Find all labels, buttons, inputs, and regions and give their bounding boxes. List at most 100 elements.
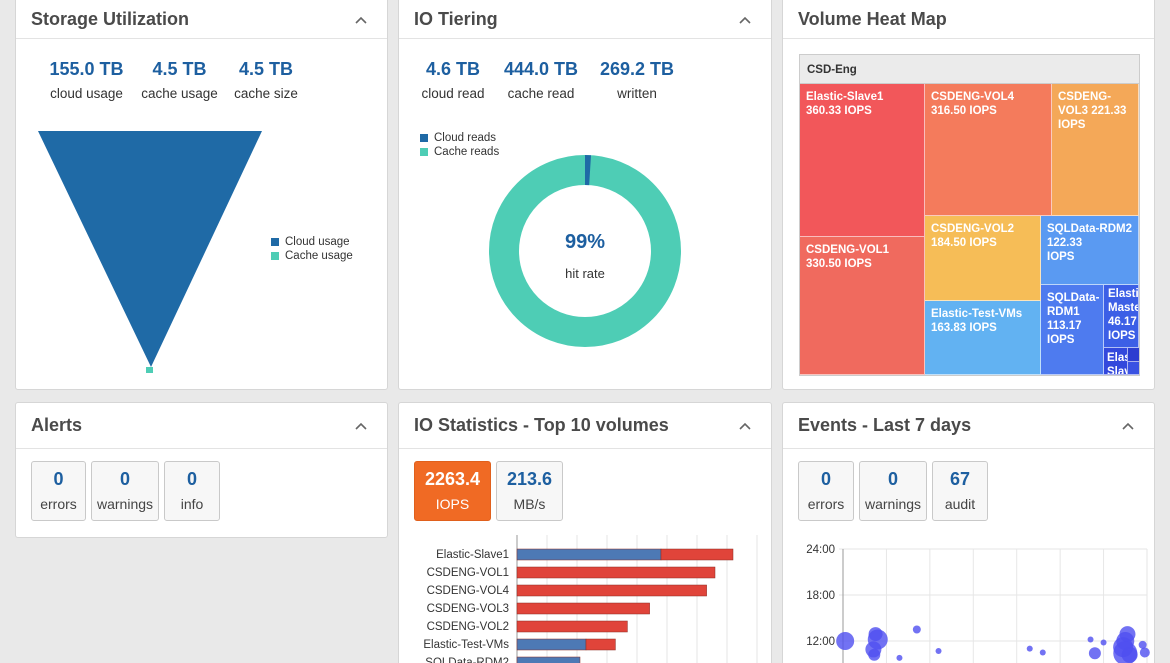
io-tiering-panel: IO Tiering 4.6 TB cloud read 444.0 TB ca… (398, 0, 772, 390)
bar-category-label: Elastic-Test-VMs (423, 639, 509, 651)
tile-name: SQLData-RDM1 113.17 (1047, 292, 1100, 332)
heatmap-tile[interactable]: CSDENG-VOL2 184.50 IOPS (925, 216, 1041, 301)
bar-segment[interactable] (516, 566, 716, 579)
event-point[interactable] (1087, 636, 1094, 643)
counter-label: errors (807, 496, 845, 512)
alerts-header: Alerts (16, 403, 387, 449)
tile-iops: IOPS (1108, 330, 1136, 342)
event-point[interactable] (836, 632, 855, 650)
stat-cloud-read: 4.6 TB cloud read (413, 59, 493, 101)
counter-value: 67 (949, 469, 971, 489)
tiering-legend: Cloud reads Cache reads (420, 131, 499, 159)
collapse-icon[interactable] (350, 9, 372, 31)
tile-iops: 163.83 IOPS (931, 322, 997, 334)
counter-value: 0 (119, 469, 130, 489)
event-point[interactable] (1121, 646, 1138, 663)
legend-label: Cloud reads (434, 132, 497, 144)
tile-name: Elasti Maste 46.17 (1108, 288, 1139, 328)
legend-item: Cache usage (271, 249, 353, 263)
counter-label: warnings (96, 496, 154, 512)
storage-utilization-header: Storage Utilization (16, 0, 387, 39)
event-point[interactable] (1039, 649, 1046, 656)
tile-name: CSDENG-VOL3 221.33 (1058, 91, 1127, 117)
heatmap-tile[interactable]: Elasti Maste 46.17 IOPS (1104, 285, 1139, 348)
alerts-errors-counter[interactable]: 0 errors (31, 461, 86, 521)
tile-name: CSDENG-VOL4 (931, 91, 1015, 103)
bar-segment[interactable] (585, 638, 616, 651)
mbps-toggle-button[interactable]: 213.6 MB/s (496, 461, 563, 521)
stat-value: 444.0 TB (503, 59, 579, 79)
event-point[interactable] (1139, 647, 1150, 658)
panel-title: IO Tiering (414, 9, 498, 29)
panel-title: Storage Utilization (31, 9, 190, 29)
counter-label: info (180, 496, 204, 512)
bar-segment[interactable] (516, 548, 662, 561)
event-point[interactable] (935, 647, 942, 654)
storage-utilization-panel: Storage Utilization 155.0 TB cloud usage… (15, 0, 388, 390)
bar-segment[interactable] (516, 602, 650, 615)
tile-name: SQLData-RDM2 122.33 (1047, 223, 1132, 249)
event-point[interactable] (868, 648, 881, 661)
stat-label: cache read (507, 86, 575, 101)
event-point[interactable] (1100, 639, 1107, 646)
heatmap-group-label: CSD-Eng (800, 55, 1139, 84)
alerts-warnings-counter[interactable]: 0 warnings (91, 461, 159, 521)
collapse-icon[interactable] (734, 415, 756, 437)
events-errors-counter[interactable]: 0 errors (798, 461, 854, 521)
tiering-stats: 4.6 TB cloud read 444.0 TB cache read 26… (399, 59, 771, 101)
events-warnings-counter[interactable]: 0 warnings (859, 461, 927, 521)
tile-iops: IOPS (1058, 119, 1086, 131)
bar-segment[interactable] (516, 656, 581, 663)
iops-toggle-button[interactable]: 2263.4 IOPS (414, 461, 491, 521)
alerts-info-counter[interactable]: 0 info (164, 461, 220, 521)
stat-label: cache size (234, 86, 298, 101)
io-statistics-panel: IO Statistics - Top 10 volumes Elastic-S… (398, 402, 772, 663)
event-point[interactable] (912, 625, 921, 634)
bar-segment[interactable] (660, 548, 734, 561)
hit-rate-donut (489, 155, 681, 347)
event-point[interactable] (1088, 647, 1101, 660)
events-audit-counter[interactable]: 67 audit (932, 461, 988, 521)
bar-category-label: Elastic-Slave1 (436, 549, 509, 561)
alerts-counters: 0 errors 0 warnings 0 info (31, 461, 220, 521)
bar-segment[interactable] (516, 584, 707, 597)
collapse-icon[interactable] (350, 415, 372, 437)
event-point[interactable] (896, 654, 903, 661)
counter-label: audit (944, 496, 976, 512)
counter-label: errors (40, 496, 77, 512)
counter-value: 0 (53, 469, 64, 489)
toggle-label: MB/s (513, 496, 546, 512)
tile-iops: 360.33 IOPS (806, 105, 872, 117)
io-statistics-header: IO Statistics - Top 10 volumes (399, 403, 771, 449)
stat-value: 269.2 TB (599, 59, 675, 79)
heatmap-tile[interactable]: CSDENG-VOL1 330.50 IOPS (800, 237, 925, 375)
heatmap-tile[interactable]: Elastic-Test-VMs 163.83 IOPS (925, 301, 1041, 375)
collapse-icon[interactable] (1117, 415, 1139, 437)
bar-segment[interactable] (516, 620, 628, 633)
bar-segment[interactable] (516, 638, 587, 651)
bar-category-label: SQLData-RDM2 (425, 657, 509, 663)
heatmap-tile[interactable]: CSDENG-VOL3 221.33 IOPS (1052, 84, 1139, 216)
legend-label: Cache reads (434, 146, 500, 158)
heatmap-tile-small[interactable] (1128, 348, 1139, 362)
toggle-label: IOPS (435, 496, 470, 512)
event-point[interactable] (1026, 645, 1033, 652)
tile-iops: 330.50 IOPS (806, 258, 872, 270)
io-tiering-header: IO Tiering (399, 0, 771, 39)
heatmap-tile[interactable]: SQLData-RDM1 113.17 IOPS (1041, 285, 1104, 375)
panel-title: Volume Heat Map (798, 9, 947, 29)
tile-name: CSDENG-VOL1 (806, 244, 890, 256)
storage-funnel-chart (38, 131, 262, 373)
heatmap-tile[interactable]: CSDENG-VOL4 316.50 IOPS (925, 84, 1052, 216)
heatmap-tile-small[interactable] (1128, 362, 1139, 375)
stat-label: cache usage (141, 86, 218, 101)
collapse-icon[interactable] (734, 9, 756, 31)
event-point[interactable] (1138, 640, 1147, 649)
tile-name: Elastic-Test-VMs (931, 308, 1023, 320)
bar-category-label: CSDENG-VOL1 (427, 567, 509, 579)
heatmap-tile[interactable]: Elas Slav (1104, 348, 1128, 375)
tile-name: Elas Slav (1107, 352, 1127, 375)
legend-label: Cache usage (285, 250, 353, 262)
heatmap-tile[interactable]: SQLData-RDM2 122.33 IOPS (1041, 216, 1139, 285)
heatmap-tile[interactable]: Elastic-Slave1 360.33 IOPS (800, 84, 925, 237)
